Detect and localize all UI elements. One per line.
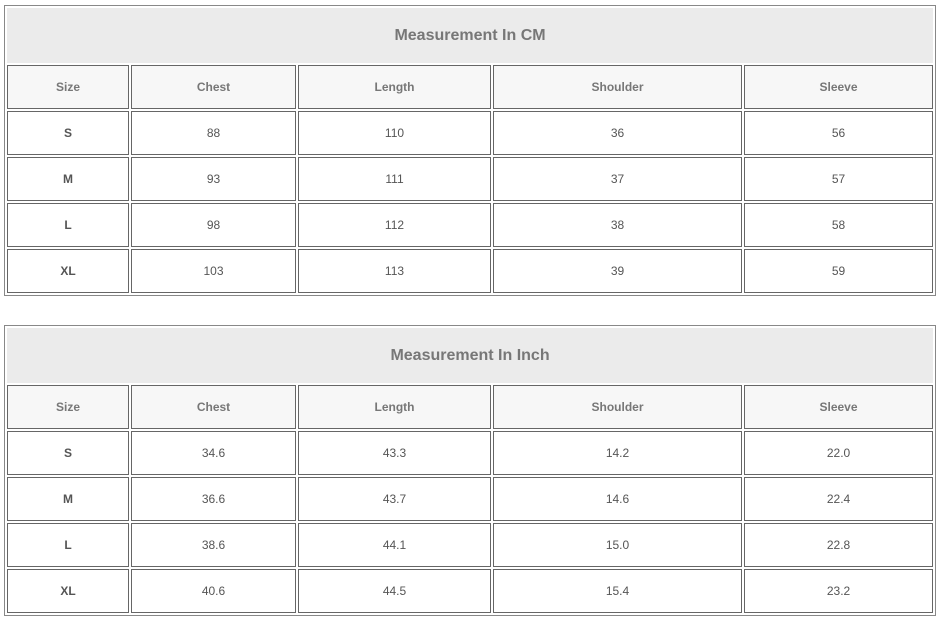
- value-cell: 44.5: [298, 569, 491, 613]
- value-cell: 58: [744, 203, 934, 247]
- value-cell: 22.8: [744, 523, 934, 567]
- size-cell: XL: [7, 569, 129, 613]
- value-cell: 34.6: [131, 431, 296, 475]
- size-cell: XL: [7, 249, 129, 293]
- table-row: S 88 110 36 56: [7, 111, 934, 155]
- column-header: Shoulder: [493, 65, 742, 109]
- cm-size-table: Measurement In CM Size Chest Length Shoulder…: [4, 5, 937, 296]
- column-header: Length: [298, 385, 491, 429]
- column-header: Length: [298, 65, 491, 109]
- size-cell: S: [7, 111, 129, 155]
- table-row: XL 103 113 39 59: [7, 249, 934, 293]
- column-header: Chest: [131, 65, 296, 109]
- inch-size-table: Measurement In Inch Size Chest Length Should…: [4, 325, 937, 616]
- value-cell: 15.4: [493, 569, 742, 613]
- table-title: Measurement In Inch: [7, 328, 934, 383]
- table-row: S 34.6 43.3 14.2 22.0: [7, 431, 934, 475]
- size-cell: M: [7, 157, 129, 201]
- value-cell: 39: [493, 249, 742, 293]
- column-header: Sleeve: [744, 385, 934, 429]
- value-cell: 98: [131, 203, 296, 247]
- table-row: M 36.6 43.7 14.6 22.4: [7, 477, 934, 521]
- value-cell: 38: [493, 203, 742, 247]
- value-cell: 44.1: [298, 523, 491, 567]
- value-cell: 38.6: [131, 523, 296, 567]
- table-row: L 38.6 44.1 15.0 22.8: [7, 523, 934, 567]
- size-cell: L: [7, 523, 129, 567]
- value-cell: 14.6: [493, 477, 742, 521]
- value-cell: 110: [298, 111, 491, 155]
- table-row: M 93 111 37 57: [7, 157, 934, 201]
- value-cell: 113: [298, 249, 491, 293]
- header-row: Size Chest Length Shoulder Sleeve: [7, 385, 934, 429]
- value-cell: 43.3: [298, 431, 491, 475]
- value-cell: 15.0: [493, 523, 742, 567]
- header-row: Size Chest Length Shoulder Sleeve: [7, 65, 934, 109]
- size-cell: M: [7, 477, 129, 521]
- value-cell: 112: [298, 203, 491, 247]
- column-header: Sleeve: [744, 65, 934, 109]
- size-cell: S: [7, 431, 129, 475]
- size-cell: L: [7, 203, 129, 247]
- table-title: Measurement In CM: [7, 8, 934, 63]
- table-row: L 98 112 38 58: [7, 203, 934, 247]
- value-cell: 57: [744, 157, 934, 201]
- column-header: Size: [7, 65, 129, 109]
- value-cell: 22.4: [744, 477, 934, 521]
- column-header: Size: [7, 385, 129, 429]
- value-cell: 14.2: [493, 431, 742, 475]
- value-cell: 88: [131, 111, 296, 155]
- value-cell: 36.6: [131, 477, 296, 521]
- value-cell: 111: [298, 157, 491, 201]
- value-cell: 43.7: [298, 477, 491, 521]
- value-cell: 22.0: [744, 431, 934, 475]
- value-cell: 37: [493, 157, 742, 201]
- column-header: Shoulder: [493, 385, 742, 429]
- value-cell: 40.6: [131, 569, 296, 613]
- table-row: XL 40.6 44.5 15.4 23.2: [7, 569, 934, 613]
- value-cell: 56: [744, 111, 934, 155]
- column-header: Chest: [131, 385, 296, 429]
- value-cell: 93: [131, 157, 296, 201]
- value-cell: 103: [131, 249, 296, 293]
- value-cell: 36: [493, 111, 742, 155]
- value-cell: 59: [744, 249, 934, 293]
- value-cell: 23.2: [744, 569, 934, 613]
